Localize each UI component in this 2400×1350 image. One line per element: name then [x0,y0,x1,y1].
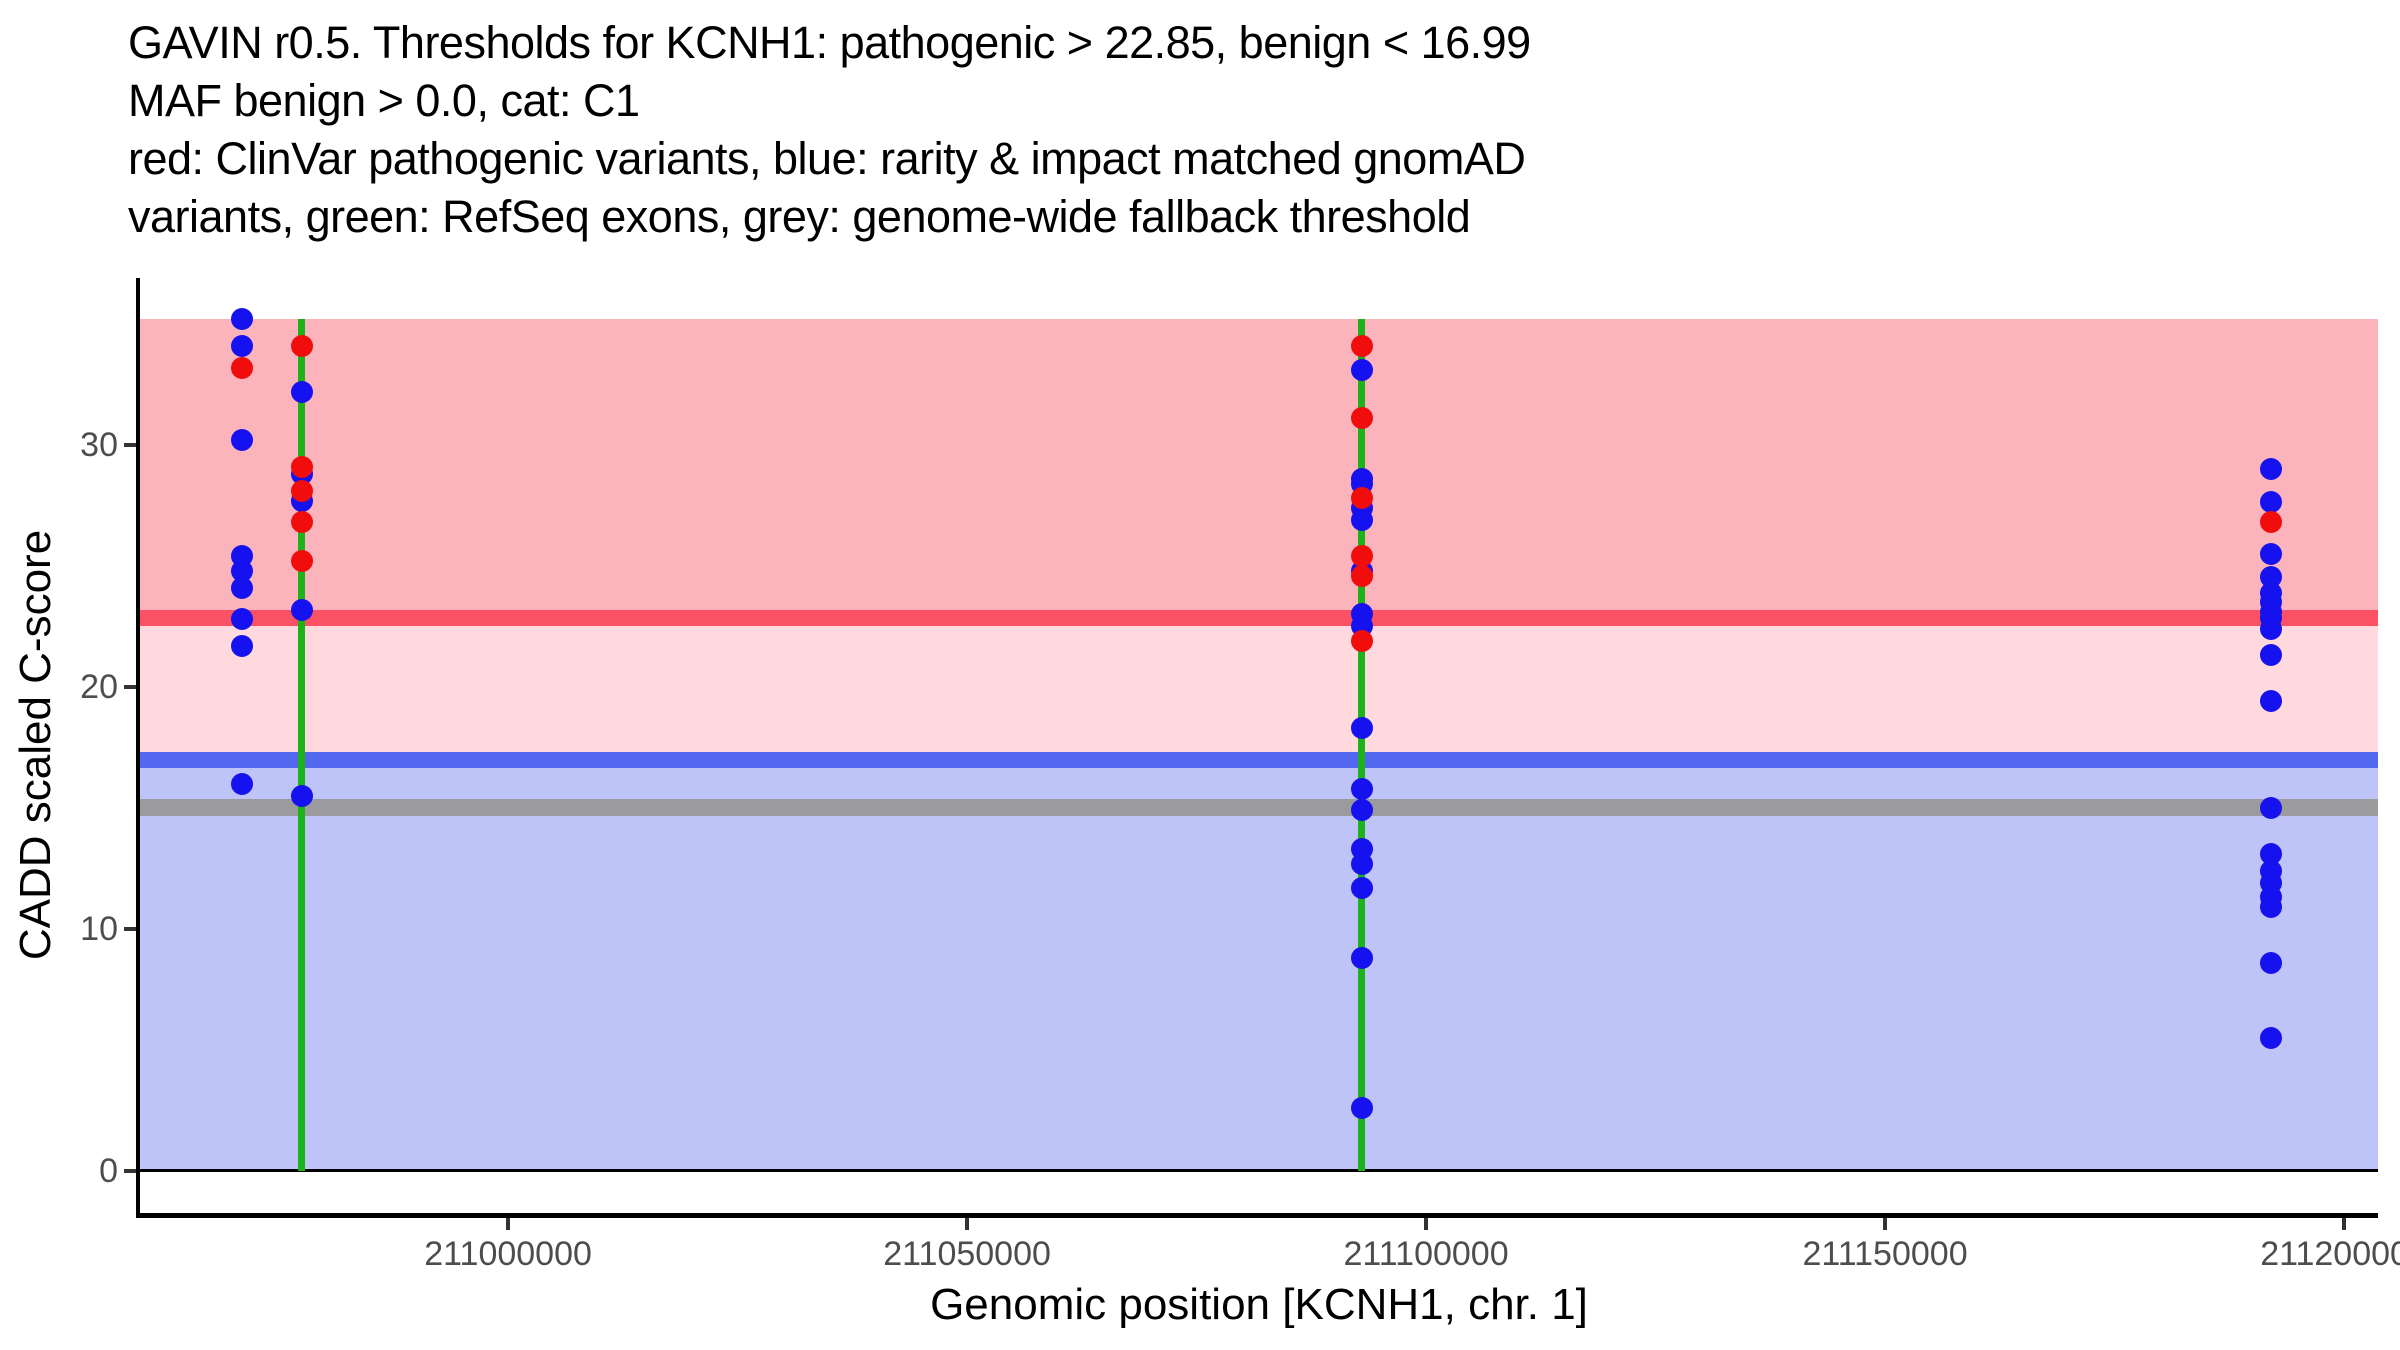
data-point-blue [290,784,313,807]
data-point-blue [1350,852,1373,875]
data-point-red [1350,487,1373,510]
exon-line [298,319,306,1171]
data-point-red [290,511,313,534]
x-tick-label: 211000000 [424,1235,592,1273]
data-point-red [2259,511,2282,534]
y-tick [124,926,136,931]
data-point-blue [2259,644,2282,667]
y-tick-label: 0 [99,1151,118,1190]
data-point-red [290,550,313,573]
data-point-blue [230,576,253,599]
x-axis-title: Genomic position [KCNH1, chr. 1] [930,1280,1588,1329]
data-point-blue [2259,617,2282,640]
data-point-blue [230,334,253,357]
band-intermediate-region [140,617,2378,760]
data-point-red [1350,545,1373,568]
x-tick [2342,1218,2347,1230]
data-point-blue [230,308,253,331]
band-benign-region [140,759,2378,1171]
x-tick-label: 211050000 [883,1235,1051,1273]
genome-wide-fallback-threshold-line [140,799,2378,817]
data-point-blue [2259,896,2282,919]
x-tick [506,1218,511,1230]
y-axis-title: CADD scaled C-score [11,529,60,961]
plot-title-line-1: GAVIN r0.5. Thresholds for KCNH1: pathog… [128,17,1531,68]
data-point-red [230,356,253,379]
data-point-blue [1350,717,1373,740]
data-point-red [290,334,313,357]
x-axis-line [136,1213,2378,1218]
data-point-blue [2259,542,2282,565]
plot-title: GAVIN r0.5. Thresholds for KCNH1: pathog… [128,14,1531,246]
plot-title-line-4: variants, green: RefSeq exons, grey: gen… [128,191,1471,242]
data-point-red [290,455,313,478]
data-point-blue [1350,1096,1373,1119]
data-point-blue [1350,799,1373,822]
y-tick-label: 10 [80,909,118,948]
pathogenic-threshold-line [140,609,2378,626]
x-tick-label: 211100000 [1343,1235,1509,1273]
data-point-blue [1350,946,1373,969]
data-point-blue [1350,508,1373,531]
data-point-blue [2259,490,2282,513]
plot-panel [140,278,2378,1213]
data-point-blue [1350,777,1373,800]
x-tick-label: 211150000 [1802,1235,1968,1273]
data-point-red [1350,564,1373,587]
benign-threshold-line [140,751,2378,768]
data-point-blue [2259,690,2282,713]
x-tick-label: 211200000 [2260,1235,2400,1273]
band-pathogenic-region [140,319,2378,618]
y-tick [124,1168,136,1173]
data-point-blue [2259,842,2282,865]
zero-line-line [140,1169,2378,1173]
data-point-blue [1350,358,1373,381]
x-tick [1883,1218,1888,1230]
x-tick [1424,1218,1429,1230]
data-point-red [1350,407,1373,430]
data-point-blue [1350,876,1373,899]
data-point-red [1350,334,1373,357]
data-point-blue [2259,951,2282,974]
x-tick [965,1218,970,1230]
y-tick [124,442,136,447]
data-point-red [1350,629,1373,652]
data-point-blue [290,598,313,621]
exon-line [1358,319,1366,1171]
data-point-blue [230,772,253,795]
data-point-red [290,479,313,502]
y-tick [124,684,136,689]
plot-title-line-3: red: ClinVar pathogenic variants, blue: … [128,133,1526,184]
data-point-blue [290,380,313,403]
plot-title-line-2: MAF benign > 0.0, cat: C1 [128,75,640,126]
data-point-blue [230,634,253,657]
data-point-blue [2259,458,2282,481]
data-point-blue [230,429,253,452]
y-tick-label: 30 [80,425,118,464]
y-tick-label: 20 [80,667,118,706]
y-axis-line [136,278,140,1218]
data-point-blue [2259,1026,2282,1049]
data-point-blue [230,608,253,631]
data-point-blue [2259,796,2282,819]
data-point-blue [230,559,253,582]
